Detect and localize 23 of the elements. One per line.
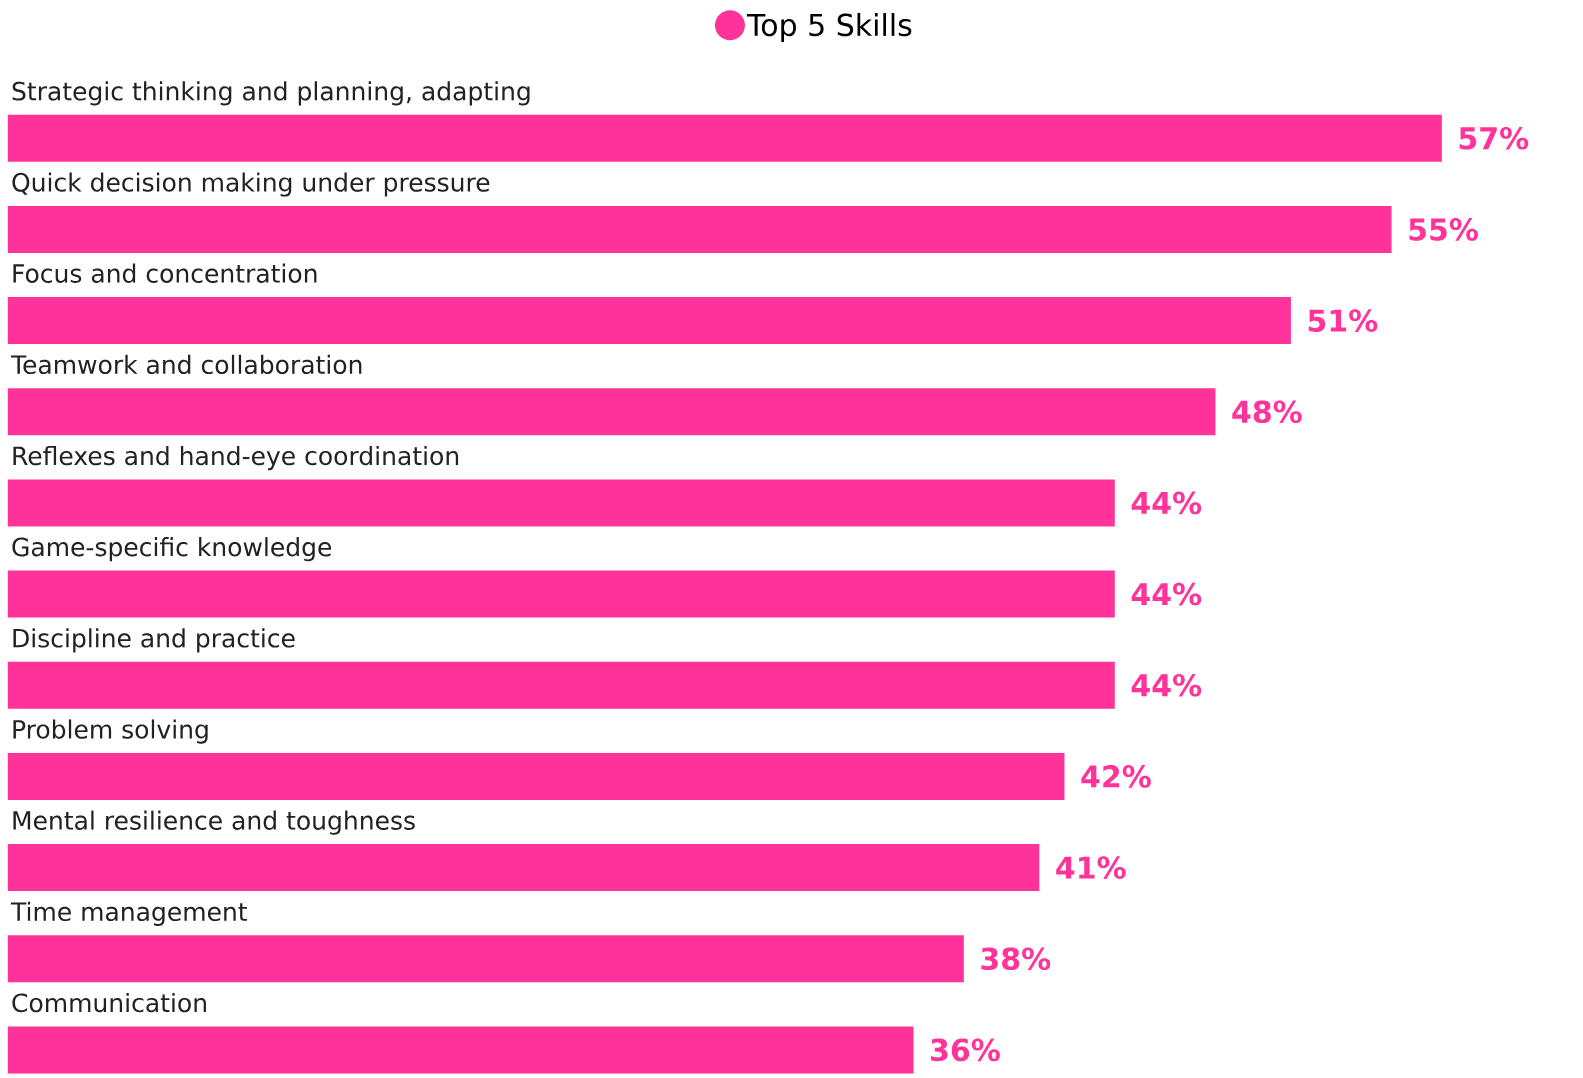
y-tick-label: Reflexes and hand-eye coordination xyxy=(13,445,459,471)
y-tick-label: Game-specific knowledge xyxy=(12,537,332,562)
data-label: 42% xyxy=(1081,765,1151,788)
data-label: 51% xyxy=(1308,309,1378,332)
y-tick-label: Communication xyxy=(12,992,206,1013)
data-label: 44% xyxy=(1131,673,1202,697)
legend-label: Top 5 Skills xyxy=(746,13,912,43)
data-label: 41% xyxy=(1056,856,1126,879)
y-tick-label: Problem solving xyxy=(13,719,208,744)
data-label: 38% xyxy=(981,947,1051,971)
y-tick-label: Strategic thinking and planning, adapting xyxy=(12,81,530,106)
data-label: 36% xyxy=(931,1038,1000,1062)
data-label: 57% xyxy=(1459,126,1529,150)
y-tick-label: Discipline and practice xyxy=(13,628,295,653)
y-tick-label: Mental resilience and toughness xyxy=(13,810,415,835)
y-tick-label: Time management xyxy=(10,901,248,926)
data-label: 44% xyxy=(1131,582,1202,606)
y-tick-label: Teamwork and collaboration xyxy=(10,354,362,375)
data-label: 48% xyxy=(1232,400,1302,424)
data-label: 44% xyxy=(1131,491,1202,515)
y-tick-label: Quick decision making under pressure xyxy=(12,172,490,197)
y-tick-label: Focus and concentration xyxy=(13,263,317,283)
data-label: 55% xyxy=(1409,218,1478,241)
